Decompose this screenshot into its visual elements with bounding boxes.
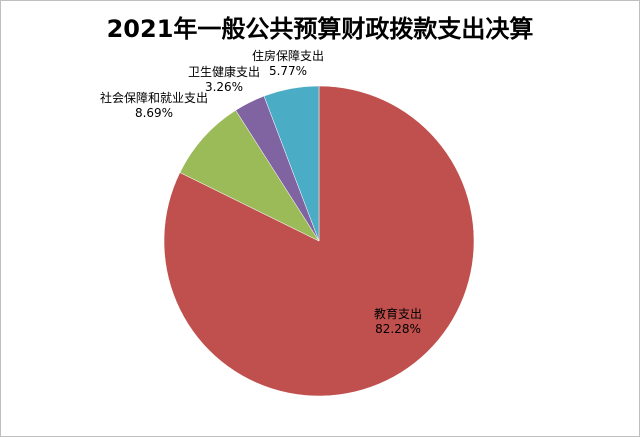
pie-slice [163,85,475,397]
slice-name: 卫生健康支出 [187,65,260,79]
slice-label: 卫生健康支出 3.26% [179,65,269,95]
slice-percent: 8.69% [134,106,174,120]
slice-name: 教育支出 [373,307,422,321]
pie-slice [263,85,320,242]
slice-percent: 3.26% [204,80,244,94]
chart-title: 2021年一般公共预算财政拨款支出决算 [106,15,534,43]
slice-name: 住房保障支出 [251,49,324,63]
slice-percent: 82.28% [375,322,421,336]
slice-name: 社会保障和就业支出 [99,91,208,105]
slice-label: 教育支出 82.28% [353,307,443,337]
slice-label: 社会保障和就业支出 8.69% [99,91,209,121]
slice-label: 住房保障支出 5.77% [233,49,343,79]
slice-percent: 5.77% [268,64,308,78]
pie-slice [179,109,320,242]
